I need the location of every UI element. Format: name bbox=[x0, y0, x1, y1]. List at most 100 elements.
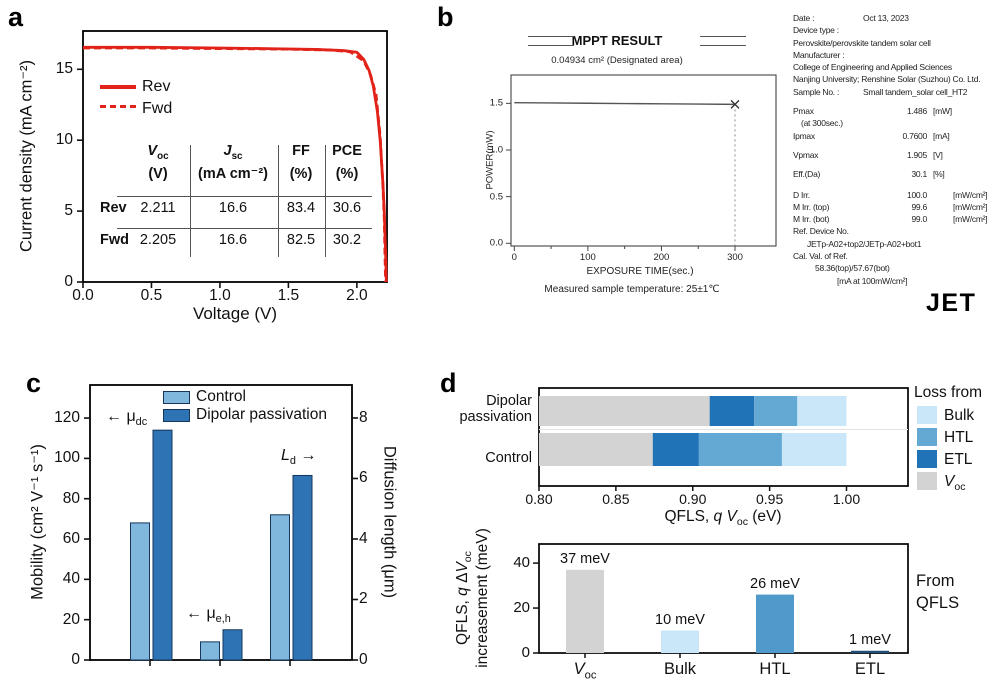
report-label: 58.36(top)/57.67(bot) bbox=[815, 263, 890, 274]
side-note: QFLS bbox=[916, 594, 960, 612]
title-rule bbox=[528, 45, 574, 46]
report-line: Nanjing University; Renshine Solar (Suzh… bbox=[793, 73, 1000, 85]
text-part: HTL bbox=[759, 660, 791, 678]
spacer bbox=[793, 161, 1000, 168]
text-part: PCE bbox=[332, 143, 362, 159]
gain-bar-0 bbox=[566, 569, 604, 653]
category-label: HTL bbox=[759, 660, 790, 679]
table-header-unit: (V) bbox=[148, 166, 168, 182]
report-label: JETp-A02+top2/JETp-A02+bot1 bbox=[807, 238, 922, 249]
text-part: QFLS, bbox=[664, 508, 714, 525]
x-tick-label: 0.85 bbox=[602, 491, 630, 507]
report-unit: [mW/cm²] bbox=[953, 201, 988, 212]
segment-bulk-control bbox=[781, 433, 847, 466]
axes-frame bbox=[82, 30, 388, 283]
report-label: Device type : bbox=[793, 25, 839, 36]
report-unit: [mW/cm²] bbox=[953, 189, 988, 200]
gain-bar-2 bbox=[756, 594, 794, 653]
report-unit: [mA] bbox=[933, 130, 950, 141]
title-rule bbox=[528, 36, 574, 37]
text-part: μ bbox=[206, 605, 216, 622]
report-label: Eff.(Da) bbox=[793, 169, 821, 180]
text-part: ← bbox=[186, 605, 207, 622]
left-tick-label: 0 bbox=[71, 651, 80, 668]
report-label: D Irr. bbox=[793, 189, 810, 200]
text-part: Δ bbox=[453, 572, 471, 588]
legend-item: Voc bbox=[944, 473, 965, 496]
report-label: Manufacturer : bbox=[793, 49, 845, 60]
table-row-label: Rev bbox=[100, 200, 127, 216]
value-label: 26 meV bbox=[750, 575, 800, 592]
legend-swatch-voc bbox=[917, 472, 937, 490]
segment-htl-dipolar bbox=[754, 396, 798, 426]
report-line: (at 300sec.) bbox=[793, 117, 1000, 129]
table-header-sym: Voc bbox=[147, 143, 168, 165]
left-tick-label: 80 bbox=[62, 489, 80, 507]
right-tick-label: 8 bbox=[359, 408, 368, 426]
legend-item: HTL bbox=[944, 429, 974, 446]
x-tick-label: 0 bbox=[511, 252, 517, 263]
table-hline bbox=[117, 228, 372, 230]
legend-fwd: Fwd bbox=[142, 100, 173, 117]
report-line: [mA at 100mW/cm²] bbox=[793, 275, 1000, 287]
text-part: → bbox=[295, 447, 317, 464]
value-label: 10 meV bbox=[655, 611, 705, 628]
legend-swatch-htl bbox=[917, 428, 937, 446]
x-axis-label: QFLS, q Voc (eV) bbox=[664, 508, 781, 531]
annotation-mu-eh: ← μe,h bbox=[186, 604, 231, 629]
text-part: L bbox=[281, 447, 290, 464]
report-text-block: Date : Oct 13, 2023 Device type : Perovskit… bbox=[793, 12, 1000, 287]
legend-title: Loss from bbox=[914, 384, 983, 401]
category-label: Voc bbox=[574, 660, 597, 685]
text-part: oc bbox=[736, 516, 748, 529]
report-value: 1.486 bbox=[906, 106, 927, 117]
category-label: ETL bbox=[855, 660, 885, 679]
y-tick-label: 10 bbox=[55, 131, 73, 149]
title-rule bbox=[700, 36, 746, 37]
table-cell: 16.6 bbox=[218, 232, 248, 248]
x-tick-label: 1.0 bbox=[209, 287, 231, 304]
table-hline bbox=[117, 195, 372, 197]
title-rule bbox=[700, 45, 746, 46]
value-label: 1 meV bbox=[849, 631, 891, 648]
table-cell: 16.6 bbox=[218, 200, 248, 216]
report-line: Cal. Val. of Ref. bbox=[793, 250, 1000, 262]
y-axis-label: QFLS, q ΔVoc increasement (meV) bbox=[393, 513, 553, 683]
left-tick-label: 60 bbox=[62, 530, 80, 548]
report-label: Sample No. : bbox=[793, 86, 840, 97]
x-axis-label: Voltage (V) bbox=[192, 304, 278, 323]
x-tick-label: 2.0 bbox=[346, 287, 368, 304]
y-tick-label: 5 bbox=[64, 202, 73, 220]
report-label: M Irr. (top) bbox=[793, 201, 830, 212]
x-tick-label: 0.90 bbox=[679, 491, 707, 507]
y-tick-label: 15 bbox=[55, 60, 73, 78]
segment-voc-control bbox=[539, 433, 653, 466]
text-part: V bbox=[147, 143, 158, 159]
report-label: Pmax bbox=[793, 106, 814, 117]
text-part: sc bbox=[231, 150, 243, 162]
text-part: V bbox=[453, 562, 471, 573]
left-axis-label: Mobility (cm² V⁻¹ s⁻¹) bbox=[28, 444, 47, 600]
panel-c-label: c bbox=[26, 368, 42, 398]
report-line: Vpmax 1.905 [V] bbox=[793, 149, 1000, 161]
report-label: Ipmax bbox=[793, 130, 815, 141]
segment-bulk-dipolar bbox=[797, 396, 847, 426]
legend-item: Bulk bbox=[944, 407, 975, 424]
left-tick-label: 20 bbox=[62, 610, 80, 628]
legend-swatch-bulk bbox=[917, 406, 937, 424]
spacer bbox=[793, 98, 1000, 105]
annotation-ld: Ld → bbox=[281, 446, 316, 471]
x-tick-label: 0.95 bbox=[756, 491, 784, 507]
text-part: Bulk bbox=[663, 660, 697, 678]
table-header-sym: Jsc bbox=[223, 143, 242, 165]
report-unit: [V] bbox=[933, 149, 943, 160]
report-unit: [mW] bbox=[933, 106, 952, 117]
x-tick-label: 100 bbox=[579, 252, 596, 263]
right-tick-label: 2 bbox=[359, 590, 368, 608]
annotation-mu-dc: ← μdc bbox=[106, 407, 147, 432]
mobility-chart-canvas bbox=[84, 384, 358, 666]
left-tick-label: 120 bbox=[54, 409, 80, 427]
report-label: Ref. Device No. bbox=[793, 226, 849, 237]
legend-dipolar: Dipolar passivation bbox=[196, 406, 327, 423]
spacer bbox=[793, 181, 1000, 189]
